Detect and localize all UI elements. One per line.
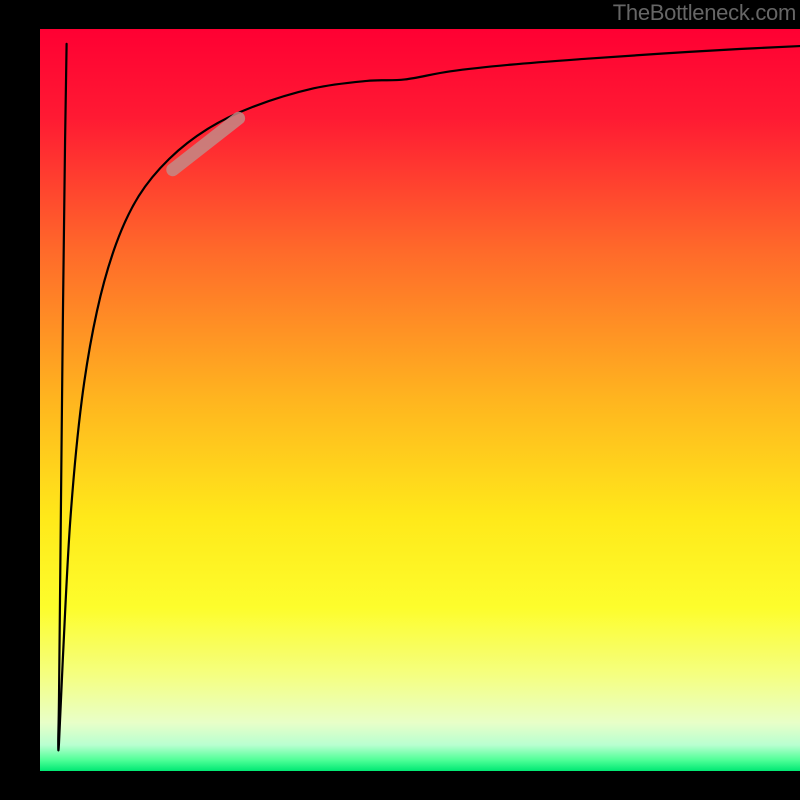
highlight-marker — [173, 118, 239, 169]
plot-area — [40, 29, 800, 771]
bottleneck-curve — [58, 44, 800, 751]
curve-overlay — [40, 29, 800, 771]
watermark-text: TheBottleneck.com — [613, 0, 796, 26]
